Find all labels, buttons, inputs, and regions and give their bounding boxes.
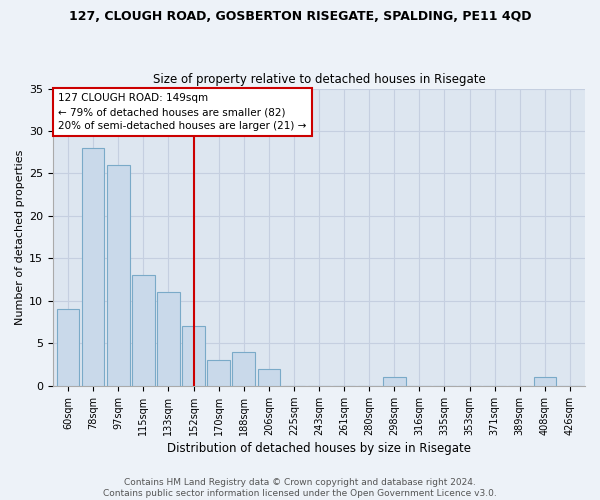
Bar (57, 310, 79, 386)
Bar (132, 276, 155, 386)
Bar (533, 378, 556, 386)
Bar (107, 165, 130, 386)
Title: Size of property relative to detached houses in Risegate: Size of property relative to detached ho… (152, 73, 485, 86)
Bar (257, 369, 280, 386)
Text: 127 CLOUGH ROAD: 149sqm
← 79% of detached houses are smaller (82)
20% of semi-de: 127 CLOUGH ROAD: 149sqm ← 79% of detache… (58, 93, 307, 131)
Text: 127, CLOUGH ROAD, GOSBERTON RISEGATE, SPALDING, PE11 4QD: 127, CLOUGH ROAD, GOSBERTON RISEGATE, SP… (69, 10, 531, 23)
X-axis label: Distribution of detached houses by size in Risegate: Distribution of detached houses by size … (167, 442, 471, 455)
Bar (232, 352, 255, 386)
Text: Contains HM Land Registry data © Crown copyright and database right 2024.
Contai: Contains HM Land Registry data © Crown c… (103, 478, 497, 498)
Bar (157, 292, 180, 386)
Bar (383, 378, 406, 386)
Bar (82, 148, 104, 386)
Bar (208, 360, 230, 386)
Y-axis label: Number of detached properties: Number of detached properties (15, 150, 25, 325)
Bar (182, 326, 205, 386)
